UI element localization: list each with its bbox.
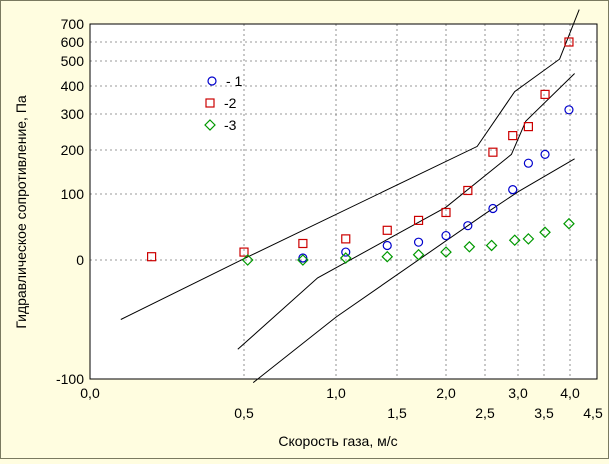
y-tick-label: -100 xyxy=(56,371,84,387)
x-tick-label: 3,0 xyxy=(508,385,528,401)
series-2-point xyxy=(298,238,308,249)
series-3-point xyxy=(563,217,575,230)
series-2-point xyxy=(523,121,534,132)
legend-marker-3 xyxy=(204,119,216,131)
series-1-point xyxy=(441,230,451,241)
series-2-point xyxy=(239,247,249,257)
plot-frame xyxy=(89,23,598,380)
series-2-point xyxy=(463,185,473,196)
y-tick-label: 400 xyxy=(61,78,85,94)
series-2-point xyxy=(508,131,518,141)
series-2-point xyxy=(488,147,498,157)
y-axis-label: Гидравлическое сопротивление, Па xyxy=(13,95,29,329)
x-tick-label: 0,0 xyxy=(80,385,100,401)
legend-label-2: -2 xyxy=(224,95,237,111)
x-tick-label: 3,5 xyxy=(534,405,554,421)
series-1-point xyxy=(508,185,518,195)
y-tick-label: 200 xyxy=(61,142,85,158)
x-tick-label: 4,5 xyxy=(583,405,603,421)
series-1-point xyxy=(298,253,308,263)
series-3-point xyxy=(381,250,394,263)
x-tick-label: 2,0 xyxy=(436,385,456,401)
series-3-point xyxy=(539,226,551,239)
y-tick-label: 100 xyxy=(61,186,85,202)
series-1-point xyxy=(488,203,498,214)
legend-marker-1 xyxy=(207,76,217,86)
series-1-point xyxy=(540,149,550,159)
legend-label-3: -3 xyxy=(224,117,237,133)
series-2-point xyxy=(564,37,574,47)
data-points xyxy=(147,37,575,266)
series-1-point xyxy=(564,105,574,115)
y-tick-label: 500 xyxy=(61,53,85,69)
x-tick-label: 0,5 xyxy=(234,405,254,421)
model-line-3 xyxy=(252,158,575,383)
legend: - 1 -2 -3 xyxy=(204,73,243,133)
series-1-point xyxy=(523,158,534,168)
series-3-point xyxy=(297,254,309,266)
series-2-point xyxy=(147,252,157,262)
x-tick-label: 4,0 xyxy=(560,385,580,401)
y-tick-label: 600 xyxy=(61,34,85,50)
grid xyxy=(90,24,597,379)
series-3-point xyxy=(339,252,352,264)
legend-label-1: - 1 xyxy=(226,73,243,89)
series-3-point xyxy=(463,240,476,253)
series-1-point xyxy=(463,221,473,231)
series-3-point xyxy=(522,233,535,245)
x-tick-label: 1,5 xyxy=(387,405,407,421)
x-tick-label: 2,5 xyxy=(475,405,495,421)
series-3-point xyxy=(412,248,425,261)
plot-area xyxy=(90,24,597,379)
model-line-1 xyxy=(120,9,580,320)
series-2-point xyxy=(540,89,550,100)
series-2-point xyxy=(441,207,451,218)
series-1-point xyxy=(341,247,351,257)
model-lines xyxy=(120,9,580,383)
series-1-point xyxy=(413,237,424,247)
legend-marker-2 xyxy=(205,98,215,108)
series-3-point xyxy=(241,254,254,266)
x-axis-label: Скорость газа, м/с xyxy=(278,433,397,449)
series-2-point xyxy=(341,234,351,244)
y-tick-label: 0 xyxy=(76,252,84,268)
series-3-point xyxy=(440,246,452,258)
series-1-point xyxy=(382,240,392,251)
series-3-point xyxy=(485,239,498,252)
x-tick-label: 1,0 xyxy=(326,385,346,401)
tick-labels: 0,0 0,5 1,0 1,5 2,0 2,5 3,0 3,5 4,04,5 700 600 500 4… xyxy=(56,16,603,421)
y-tick-label: 700 xyxy=(61,16,85,32)
series-2-point xyxy=(413,215,424,225)
y-tick-label: 300 xyxy=(61,106,85,122)
series-2-point xyxy=(382,225,392,235)
series-3-point xyxy=(508,234,521,247)
model-line-2 xyxy=(237,73,575,350)
